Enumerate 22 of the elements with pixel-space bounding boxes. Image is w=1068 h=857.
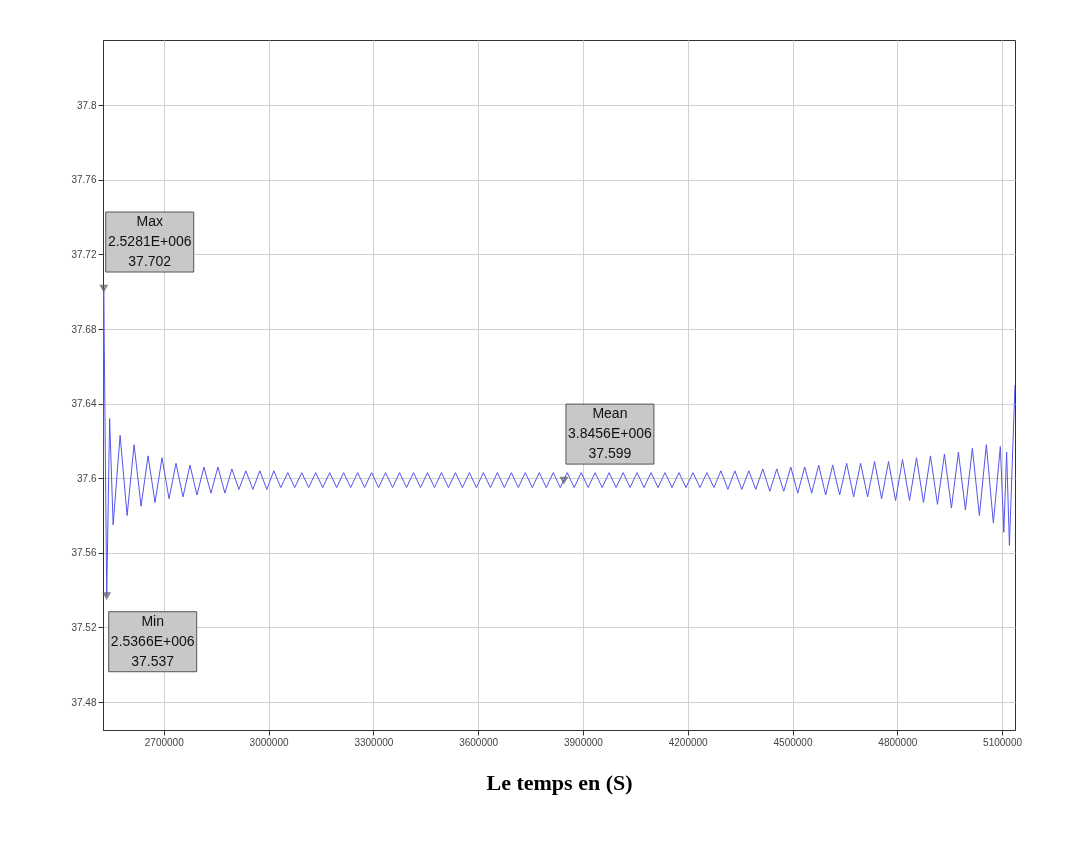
x-axis-title: Le temps en (S) [486,769,633,795]
annotation: Min 2.5366E+006 37.537 [110,612,195,669]
y-tick-label: 37.76 [71,174,97,186]
x-tick-label: 5100000 [983,736,1023,748]
x-tick-label: 3900000 [563,736,604,748]
y-tick-label: 37.68 [71,323,97,335]
x-tick-label: 3300000 [354,736,394,748]
y-tick-label: 37.6 [77,472,97,484]
y-tick-label: 37.8 [77,99,97,111]
annotation: Mean 3.8456E+006 37.599 [568,405,652,462]
x-tick-label: 4500000 [773,736,813,748]
y-tick-label: 37.52 [71,621,97,633]
x-tick-label: 4800000 [878,736,918,748]
x-tick-label: 2700000 [144,736,185,748]
x-tick-label: 3600000 [459,736,499,748]
y-tick-label: 37.64 [71,398,97,410]
x-tick-label: 3000000 [249,736,289,748]
y-tick-label: 37.56 [71,547,97,559]
x-tick-label: 4200000 [668,736,709,748]
annotation: Max 2.5281E+006 37.702 [107,213,192,270]
y-tick-label: 37.72 [71,248,97,260]
y-tick-label: 37.48 [71,696,97,708]
